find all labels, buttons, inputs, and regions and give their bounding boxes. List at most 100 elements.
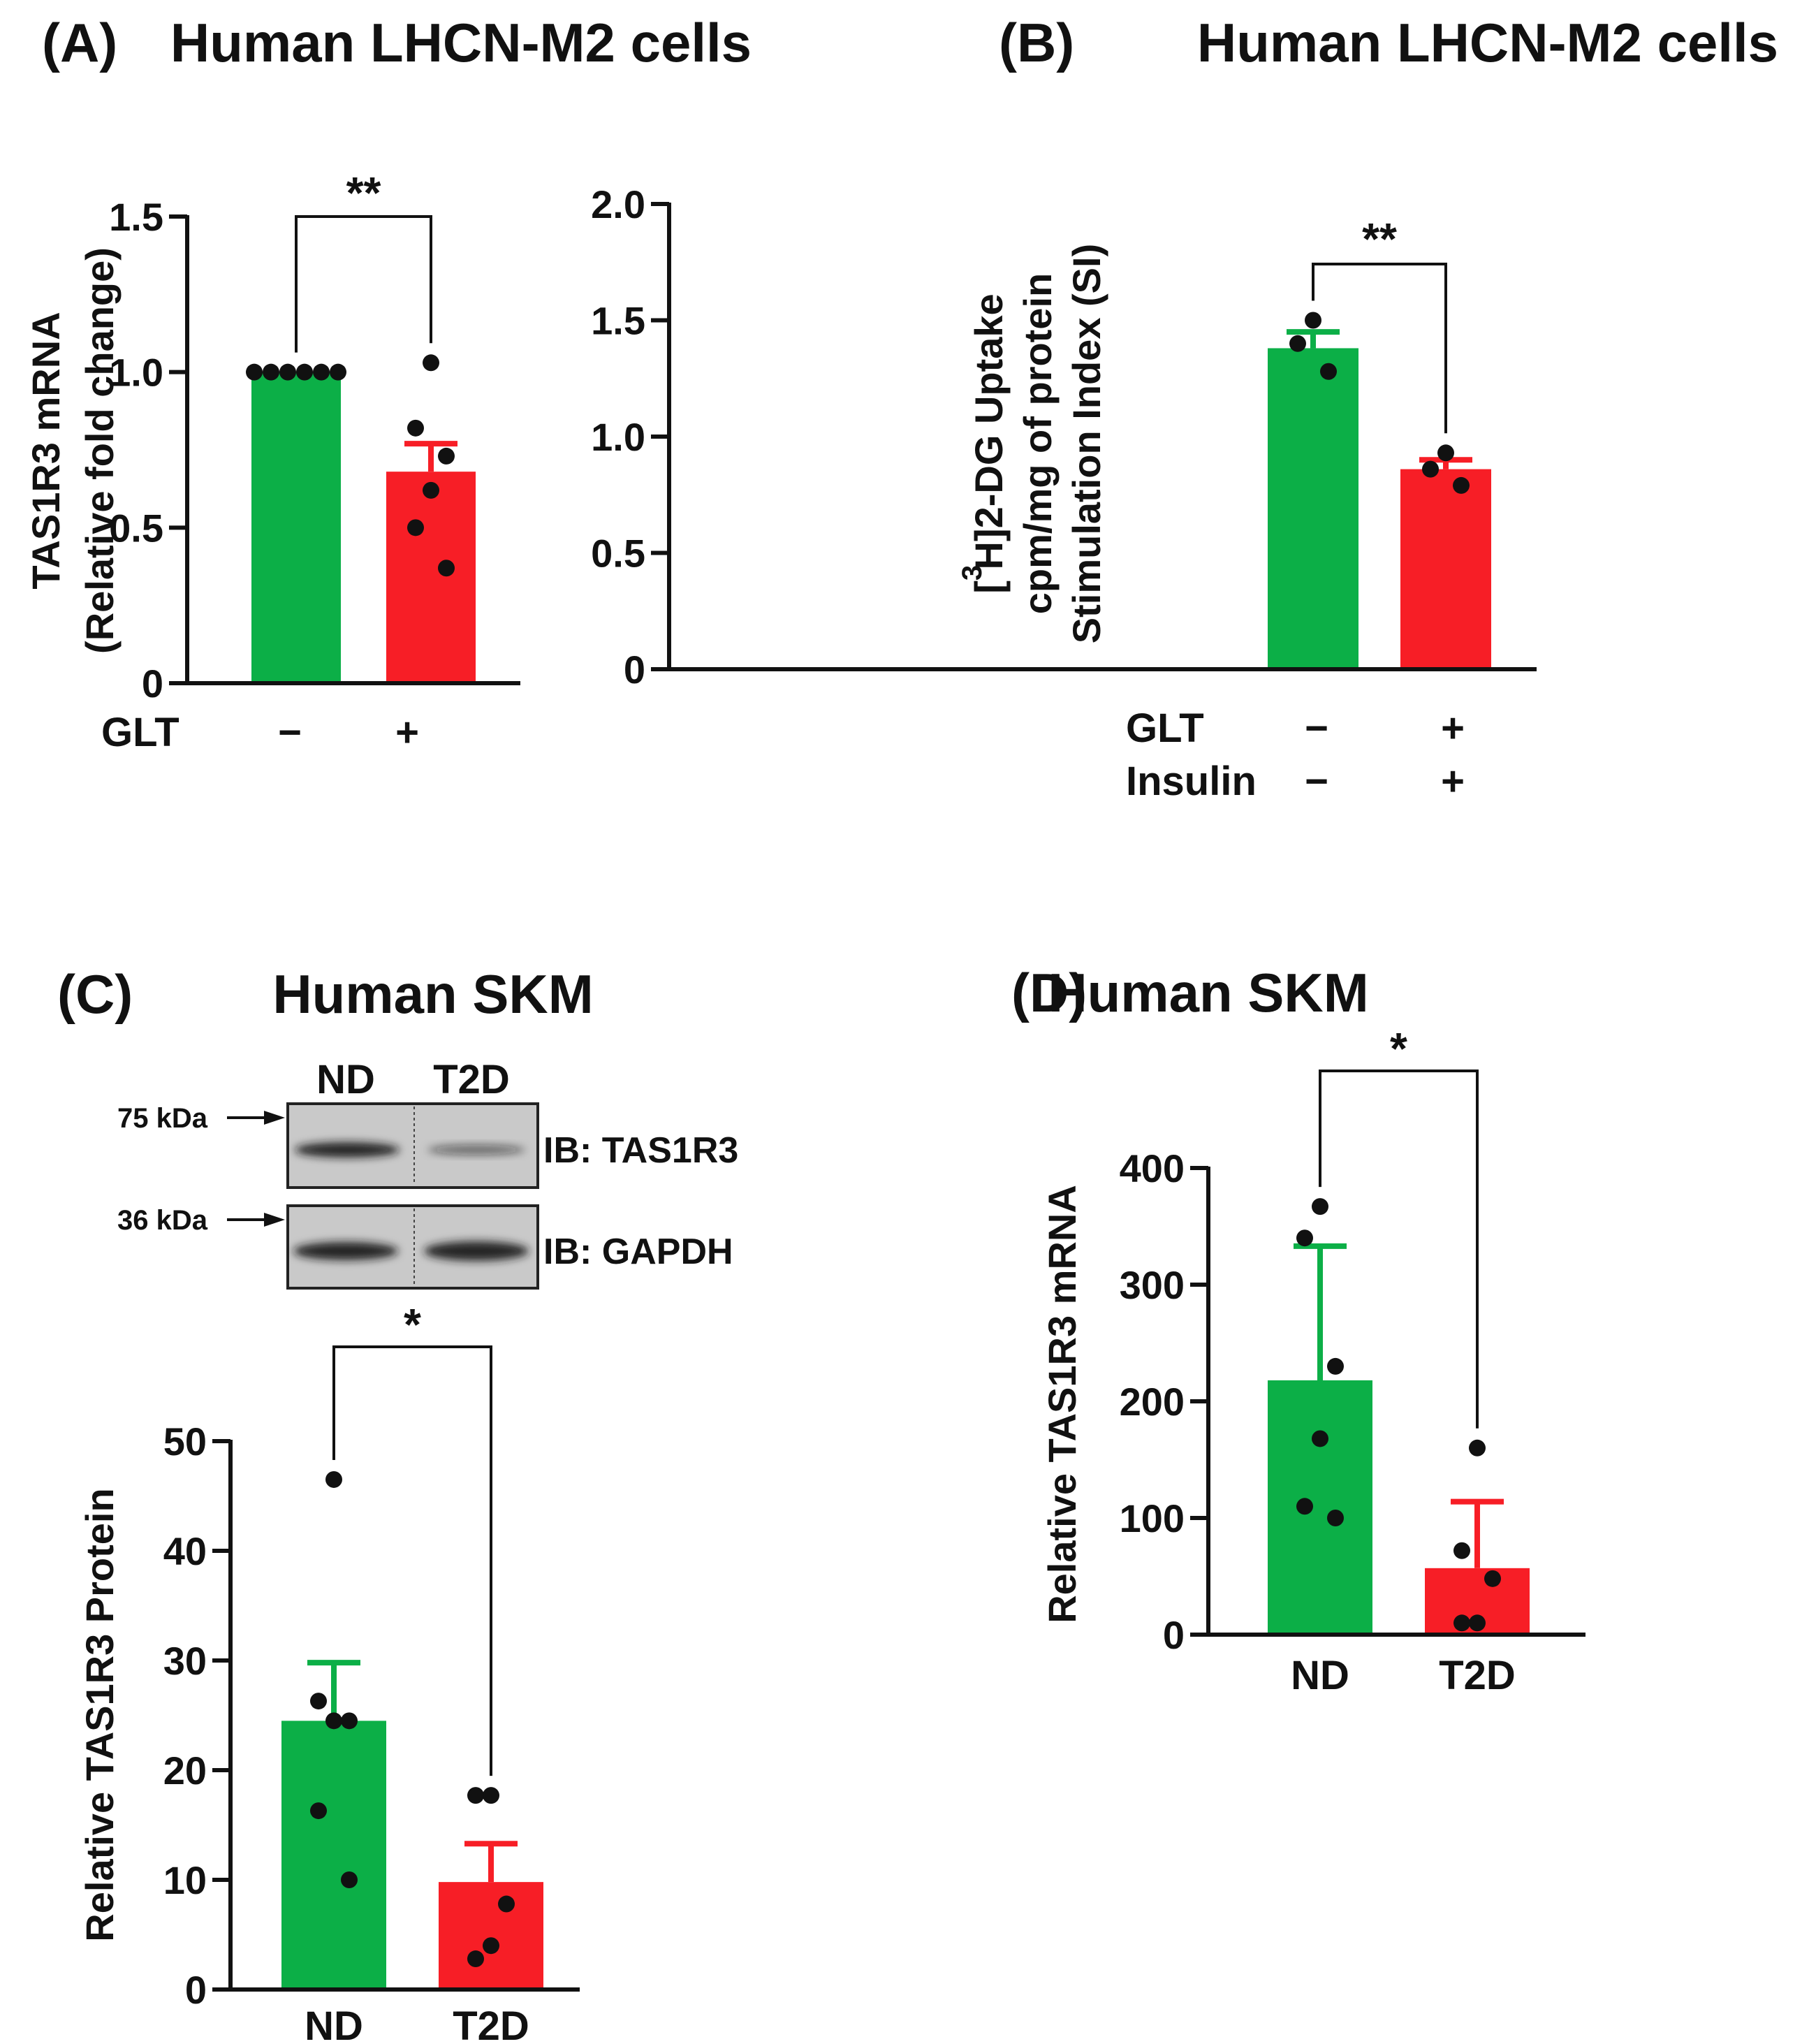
bar [1268, 1380, 1372, 1635]
y-tick-label: 0 [624, 648, 645, 692]
data-point [423, 481, 439, 499]
x-category-label: T2D [453, 2003, 529, 2044]
y-tick-label: 1.5 [109, 195, 163, 239]
x-category-label: ND [1291, 1653, 1349, 1698]
data-point [1327, 1510, 1344, 1526]
y-tick-label: 20 [163, 1749, 207, 1793]
y-tick-label: 0.5 [591, 532, 645, 576]
data-point [1320, 363, 1337, 380]
y-axis-label: cpm/mg of protein [1016, 273, 1060, 614]
data-point [438, 447, 455, 465]
y-tick-label: 300 [1120, 1263, 1185, 1307]
y-tick-label: 10 [163, 1858, 207, 1902]
significance-bracket [1312, 263, 1447, 434]
data-point [325, 1712, 342, 1730]
panel-title: Human LHCN-M2 cells [170, 12, 752, 73]
y-tick-label: 1.0 [109, 351, 163, 395]
data-point [1469, 1614, 1486, 1632]
y-tick-label: 0 [185, 1968, 207, 2012]
condition-value: + [395, 710, 419, 755]
panel-d-chart: (D)Human SKM Relative TAS1R3 mRNA 0 100 200 3… [1011, 962, 1585, 1698]
data-point [467, 1950, 484, 1968]
condition-label: GLT [101, 710, 180, 755]
data-point [1327, 1357, 1344, 1375]
blot-band [293, 1241, 398, 1260]
data-point [341, 1871, 358, 1888]
condition-value: + [1441, 759, 1465, 804]
data-point [1437, 444, 1454, 462]
y-axis-label: Stimulation Index (SI) [1064, 244, 1108, 643]
panel-b-chart: (B) Human LHCN-M2 cells [ H]2-DG Uptake cpm… [591, 12, 1778, 804]
panel-title: Human SKM [1048, 962, 1368, 1023]
condition-value: − [1305, 706, 1328, 751]
significance-bracket [332, 1345, 492, 1776]
molecular-weight-marker: 75 kDa [117, 1103, 208, 1134]
data-point [483, 1937, 499, 1955]
data-point [1296, 1498, 1313, 1515]
data-point [325, 1470, 342, 1488]
bar [1400, 469, 1491, 669]
data-point [407, 519, 424, 536]
y-tick-label: 1.0 [591, 415, 645, 459]
y-axis-label: Relative TAS1R3 Protein [78, 1488, 122, 1941]
data-point [330, 363, 346, 381]
panel-a-chart: (A) Human LHCN-M2 cells TAS1R3 mRNA (Relati… [24, 12, 752, 755]
condition-label: GLT [1126, 706, 1204, 751]
blot-lane-label: ND [316, 1057, 375, 1102]
data-point [246, 363, 263, 381]
western-blot: ND T2D IB: TAS1R3 75 kDa IB: GAPDH 36 kDa [117, 1057, 738, 1290]
y-axis-label: (Relative fold change) [78, 247, 122, 654]
panel-label: (D) [1011, 962, 1087, 1023]
data-point [1469, 1439, 1486, 1457]
data-point [467, 1787, 484, 1804]
y-axis-label-superscript: 3 [957, 565, 988, 581]
data-point [1312, 1198, 1328, 1216]
blot-row-label: IB: TAS1R3 [543, 1130, 738, 1171]
data-point [263, 363, 279, 381]
panel-label: (C) [57, 963, 133, 1025]
significance-bracket [295, 215, 432, 353]
y-axis-label: TAS1R3 mRNA [24, 312, 68, 589]
significance-bracket [1319, 1070, 1479, 1429]
y-tick-label: 50 [163, 1419, 207, 1463]
bar [281, 1721, 386, 1990]
blot-lane-label: T2D [433, 1057, 510, 1102]
data-point [423, 354, 439, 372]
significance-label: * [1390, 1023, 1407, 1074]
data-point [483, 1787, 499, 1804]
y-tick-label: 0 [142, 662, 163, 706]
panel-label: (A) [42, 12, 117, 73]
y-tick-label: 0 [1163, 1613, 1185, 1657]
bar [1268, 348, 1358, 669]
condition-value: + [1441, 706, 1465, 751]
data-point [313, 363, 330, 381]
data-point [1453, 476, 1470, 494]
blot-row-label: IB: GAPDH [543, 1232, 733, 1272]
data-point [1296, 1229, 1313, 1247]
y-tick-label: 0.5 [109, 506, 163, 550]
y-tick-label: 40 [163, 1529, 207, 1573]
blot-band [295, 1142, 400, 1158]
panel-title: Human SKM [272, 963, 593, 1025]
panel-label: (B) [999, 12, 1074, 73]
y-axis-label: [ H]2-DG Uptake [967, 293, 1011, 593]
data-point [1305, 312, 1321, 329]
bar [439, 1882, 543, 1990]
panel-c-chart: (C) Human SKM Relative TAS1R3 Protein 0 10 20… [57, 963, 594, 2044]
blot-band [427, 1145, 525, 1155]
y-tick-label: 200 [1120, 1380, 1185, 1424]
x-category-label: T2D [1439, 1653, 1516, 1698]
data-point [407, 419, 424, 437]
data-point [1453, 1614, 1470, 1632]
bar [251, 372, 341, 683]
significance-label: ** [346, 168, 381, 218]
y-tick-label: 400 [1120, 1146, 1185, 1190]
data-point [310, 1693, 327, 1710]
data-point [1312, 1430, 1328, 1447]
y-axis-label: Relative TAS1R3 mRNA [1040, 1185, 1084, 1623]
condition-value: − [278, 710, 302, 755]
marker-arrow-head [264, 1213, 285, 1227]
y-tick-label: 30 [163, 1639, 207, 1683]
marker-arrow-head [264, 1111, 285, 1125]
